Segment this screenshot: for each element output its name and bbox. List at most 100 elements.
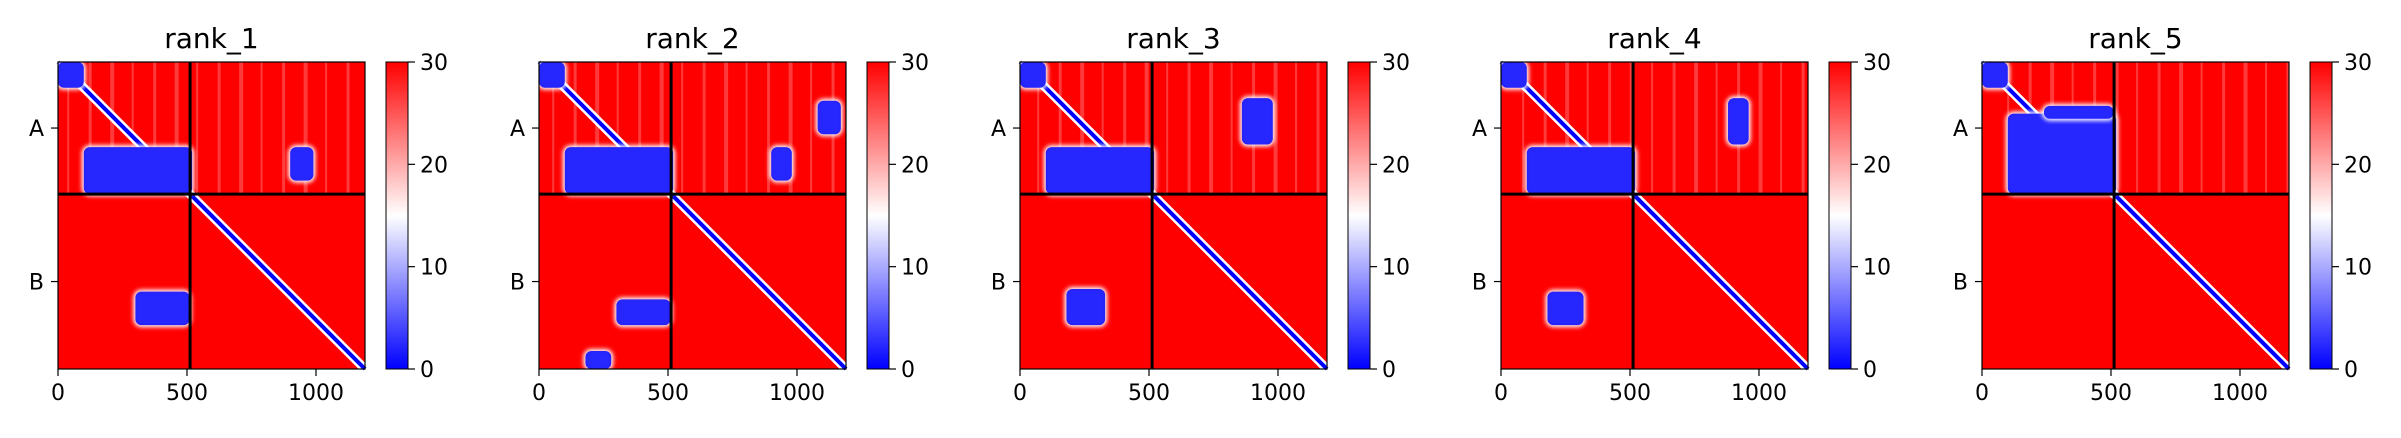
contact-region [1547, 291, 1584, 326]
stripe [1273, 62, 1278, 195]
colorbar [1347, 61, 1371, 370]
colorbar-tick-label: 10 [420, 256, 448, 281]
stripe [1037, 62, 1040, 195]
stripe [88, 62, 92, 195]
colorbar-tick-label: 20 [901, 153, 929, 178]
stripe [1586, 62, 1589, 195]
contact-region [135, 291, 190, 326]
stripe [1058, 62, 1062, 195]
panel-title: rank_1 [164, 22, 258, 55]
stripe [2179, 62, 2184, 195]
x-tick-label: 1000 [2212, 381, 2268, 406]
contact-region [1066, 289, 1106, 326]
panel-title: rank_4 [1607, 22, 1701, 55]
y-tick-label: B [510, 271, 525, 296]
x-tick-label: 1000 [769, 381, 825, 406]
colorbar-tick-label: 0 [1382, 358, 1396, 383]
contact-region [58, 62, 84, 88]
x-tick-label: 0 [532, 381, 546, 406]
x-tick-label: 500 [166, 381, 208, 406]
stripe [767, 62, 771, 195]
colorbar-tick-label: 30 [420, 51, 448, 76]
contact-region [2043, 105, 2114, 119]
axes-frame [57, 61, 366, 370]
y-tick-label: B [29, 271, 44, 296]
x-tick-label: 500 [647, 381, 689, 406]
diagonal [1018, 60, 1329, 371]
stripe [1187, 62, 1191, 195]
colorbar-tick-label: 0 [2344, 358, 2358, 383]
contact-region [1020, 62, 1046, 88]
stripe [174, 62, 179, 195]
colorbar-tick-label: 20 [2344, 153, 2372, 178]
stripe [239, 62, 244, 195]
contact-region [2007, 113, 2117, 195]
contact-region [585, 350, 612, 369]
stripe [260, 62, 263, 195]
stripe [1672, 62, 1676, 195]
stripe [1101, 62, 1104, 195]
colorbar-tick-label: 0 [901, 358, 915, 383]
stripe [681, 62, 684, 195]
contact-region [1241, 98, 1273, 145]
stripe [217, 62, 221, 195]
stripe [2265, 62, 2268, 195]
stripe [2286, 62, 2290, 195]
stripe [702, 62, 706, 195]
stripe [2222, 62, 2226, 195]
stripe [303, 62, 308, 195]
stripe [2136, 62, 2139, 195]
y-tick-label: A [1953, 117, 1968, 142]
colorbar-tick-label: 0 [420, 358, 434, 383]
stripe [1758, 62, 1763, 195]
contact-region [539, 62, 565, 88]
panel-title: rank_5 [2088, 22, 2182, 55]
contact-region [1982, 62, 2008, 88]
panel-title: rank_3 [1126, 22, 1220, 55]
stripe [1166, 62, 1169, 195]
colorbar-tick-label: 10 [2344, 256, 2372, 281]
stripe [1694, 62, 1699, 195]
contact-region [817, 100, 841, 135]
stripe [724, 62, 729, 195]
stripe [1780, 62, 1783, 195]
stripe [2243, 62, 2248, 195]
contact-region [290, 147, 314, 181]
stripe [1715, 62, 1718, 195]
contact-region [616, 299, 671, 326]
stripe [1608, 62, 1612, 195]
stripe [1801, 62, 1805, 195]
stripe [745, 62, 748, 195]
x-tick-label: 0 [51, 381, 65, 406]
colorbar-tick-label: 10 [1382, 256, 1410, 281]
y-tick-label: B [1472, 271, 1487, 296]
stripe [282, 62, 286, 195]
y-tick-label: B [1953, 271, 1968, 296]
stripe [638, 62, 642, 195]
stripe [1543, 62, 1547, 195]
colorbar-tick-label: 30 [1382, 51, 1410, 76]
contact-region [83, 147, 193, 195]
stripe [788, 62, 793, 195]
y-tick-label: A [991, 117, 1006, 142]
contact-region [1501, 62, 1527, 88]
stripe [2200, 62, 2203, 195]
y-tick-label: A [510, 117, 525, 142]
contact-region [564, 147, 674, 195]
diagonal [537, 60, 848, 371]
colorbar-tick-label: 30 [901, 51, 929, 76]
diagonal [1499, 60, 1810, 371]
y-tick-label: A [1472, 117, 1487, 142]
panel-title: rank_2 [645, 22, 739, 55]
diagonal [56, 60, 367, 371]
colorbar-tick-label: 30 [2344, 51, 2372, 76]
contact-region [1045, 147, 1155, 195]
colorbar-tick-label: 20 [420, 153, 448, 178]
colorbar-tick-label: 10 [901, 256, 929, 281]
colorbar [1828, 61, 1852, 370]
colorbar [2309, 61, 2333, 370]
colorbar-tick-label: 20 [1382, 153, 1410, 178]
stripe [1522, 62, 1525, 195]
x-tick-label: 0 [1013, 381, 1027, 406]
